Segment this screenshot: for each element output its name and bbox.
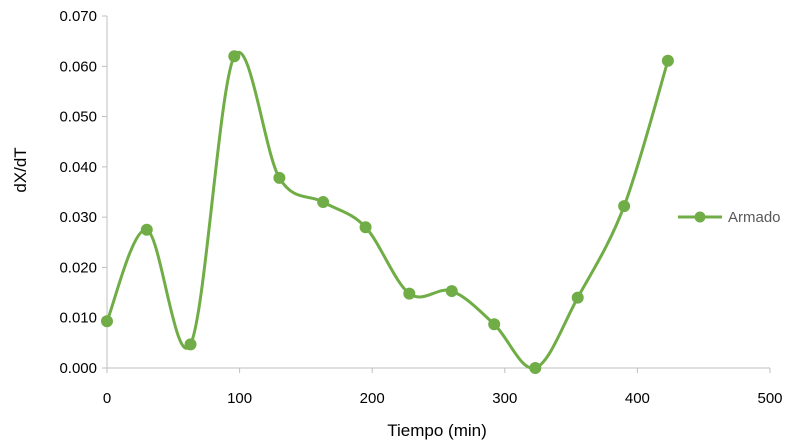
- series-line: [105, 51, 670, 370]
- x-tick-label: 0: [103, 390, 111, 407]
- y-tick-label: 0.010: [59, 310, 97, 327]
- data-point: [140, 223, 153, 236]
- y-tick-label: 0.070: [59, 8, 97, 25]
- data-point: [184, 338, 197, 351]
- data-point: [488, 318, 501, 331]
- y-tick-label: 0.040: [59, 159, 97, 176]
- series-layer: [101, 50, 674, 374]
- legend: Armado: [678, 209, 781, 226]
- y-axis-title: dX/dT: [11, 147, 30, 192]
- data-point: [403, 287, 416, 300]
- legend-swatch-marker: [694, 211, 706, 223]
- y-tick-label: 0.030: [59, 209, 97, 226]
- y-tick-label: 0.000: [59, 360, 97, 377]
- data-point: [273, 171, 286, 184]
- axes: 0.000 0.010 0.020 0.030 0.040 0.050 0.060 0.070…: [59, 8, 782, 407]
- legend-label: Armado: [728, 209, 781, 226]
- data-point: [359, 221, 372, 234]
- data-point: [445, 285, 458, 298]
- x-tick-label: 200: [360, 390, 385, 407]
- x-tick-label: 400: [625, 390, 650, 407]
- y-tick-label: 0.060: [59, 58, 97, 75]
- x-axis-title: Tiempo (min): [387, 421, 487, 440]
- x-tick-label: 500: [757, 390, 782, 407]
- y-tick-label: 0.050: [59, 109, 97, 126]
- data-point: [101, 315, 113, 328]
- data-point: [571, 291, 584, 304]
- data-point: [228, 50, 241, 63]
- x-tick-label: 100: [227, 390, 252, 407]
- data-point: [618, 200, 631, 213]
- y-tick-label: 0.020: [59, 259, 97, 276]
- data-point: [661, 54, 674, 67]
- x-tick-label: 300: [492, 390, 517, 407]
- data-point: [317, 196, 330, 209]
- data-point: [529, 362, 542, 374]
